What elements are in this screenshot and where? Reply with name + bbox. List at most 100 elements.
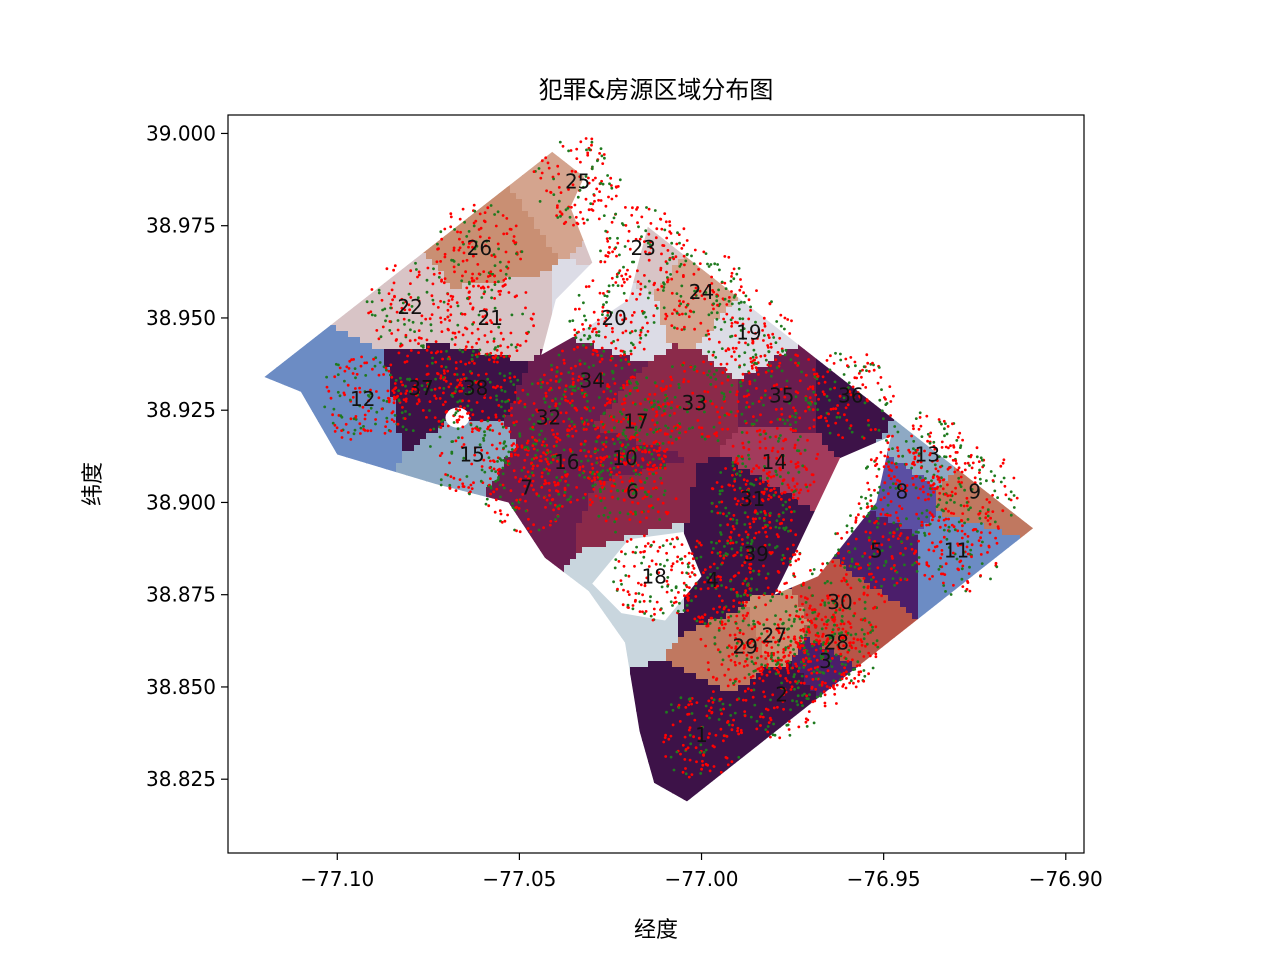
region-cell bbox=[918, 271, 925, 278]
region-cell bbox=[228, 283, 235, 290]
region-cell bbox=[810, 247, 817, 254]
region-cell bbox=[642, 145, 649, 152]
region-cell bbox=[882, 301, 889, 308]
region-cell bbox=[456, 163, 463, 170]
region-cell bbox=[888, 187, 895, 194]
region-cell bbox=[606, 151, 613, 158]
region-cell bbox=[534, 145, 541, 152]
region-cell bbox=[894, 319, 901, 326]
region-cell bbox=[528, 217, 535, 224]
region-cell bbox=[708, 181, 715, 188]
region-cell bbox=[312, 265, 319, 272]
region-cell bbox=[870, 145, 877, 152]
region-cell bbox=[426, 277, 433, 284]
region-cell bbox=[1002, 139, 1009, 146]
region-cell bbox=[936, 277, 943, 284]
region-cell bbox=[630, 157, 637, 164]
region-cell bbox=[1056, 163, 1063, 170]
region-cell bbox=[852, 223, 859, 230]
region-cell bbox=[444, 247, 451, 254]
region-cell bbox=[744, 223, 751, 230]
region-cell bbox=[780, 259, 787, 266]
region-cell bbox=[234, 223, 241, 230]
region-cell bbox=[960, 289, 967, 296]
region-cell bbox=[534, 205, 541, 212]
region-cell bbox=[450, 229, 457, 236]
region-cell bbox=[318, 121, 325, 128]
region-cell bbox=[894, 199, 901, 206]
region-cell bbox=[378, 301, 385, 308]
region-cell bbox=[936, 307, 943, 314]
region-cell bbox=[336, 319, 343, 326]
region-cell bbox=[528, 277, 535, 284]
region-cell bbox=[786, 187, 793, 194]
region-cell bbox=[762, 193, 769, 200]
region-cell bbox=[642, 319, 649, 326]
region-cell bbox=[408, 253, 415, 260]
region-cell bbox=[1008, 235, 1015, 242]
region-cell bbox=[438, 307, 445, 314]
region-cell bbox=[414, 175, 421, 182]
region-cell bbox=[432, 259, 439, 266]
region-cell bbox=[708, 235, 715, 242]
region-cell bbox=[318, 217, 325, 224]
region-cell bbox=[756, 307, 763, 314]
region-cell bbox=[708, 319, 715, 326]
region-cell bbox=[444, 271, 451, 278]
region-cell bbox=[408, 181, 415, 188]
region-cell bbox=[516, 175, 523, 182]
region-cell bbox=[630, 115, 637, 122]
region-cell bbox=[360, 301, 367, 308]
region-cell bbox=[666, 307, 673, 314]
region-cell bbox=[486, 181, 493, 188]
region-cell bbox=[1068, 289, 1075, 296]
region-cell bbox=[990, 241, 997, 248]
region-cell bbox=[666, 163, 673, 170]
region-cell bbox=[498, 217, 505, 224]
region-cell bbox=[228, 205, 235, 212]
region-cell bbox=[1050, 313, 1057, 320]
region-cell bbox=[264, 115, 271, 122]
region-cell bbox=[612, 133, 619, 140]
region-cell bbox=[1014, 229, 1021, 236]
region-cell bbox=[300, 133, 307, 140]
region-cell bbox=[324, 205, 331, 212]
region-cell bbox=[1056, 217, 1063, 224]
region-cell bbox=[456, 175, 463, 182]
region-cell bbox=[840, 271, 847, 278]
region-cell bbox=[276, 139, 283, 146]
region-cell bbox=[546, 241, 553, 248]
region-cell bbox=[264, 241, 271, 248]
region-cell bbox=[828, 235, 835, 242]
region-cell bbox=[996, 127, 1003, 134]
region-cell bbox=[672, 139, 679, 146]
region-cell bbox=[234, 133, 241, 140]
region-cell bbox=[1008, 181, 1015, 188]
region-cell bbox=[1026, 289, 1033, 296]
region-cell bbox=[306, 295, 313, 302]
region-cell bbox=[636, 145, 643, 152]
region-cell bbox=[900, 301, 907, 308]
region-cell bbox=[966, 127, 973, 134]
region-cell bbox=[960, 241, 967, 248]
region-cell bbox=[756, 175, 763, 182]
region-cell bbox=[834, 265, 841, 272]
region-cell bbox=[702, 199, 709, 206]
region-cell bbox=[234, 313, 241, 320]
region-cell bbox=[684, 157, 691, 164]
region-cell bbox=[516, 295, 523, 302]
region-cell bbox=[252, 211, 259, 218]
region-cell bbox=[1062, 277, 1069, 284]
region-cell bbox=[294, 133, 301, 140]
region-cell bbox=[504, 181, 511, 188]
region-cell bbox=[438, 181, 445, 188]
region-cell bbox=[942, 121, 949, 128]
region-cell bbox=[954, 151, 961, 158]
region-cell bbox=[282, 115, 289, 122]
region-cell bbox=[1014, 133, 1021, 140]
region-cell bbox=[330, 253, 337, 260]
region-cell bbox=[540, 145, 547, 152]
region-cell bbox=[792, 241, 799, 248]
region-cell bbox=[540, 247, 547, 254]
region-cell bbox=[984, 193, 991, 200]
